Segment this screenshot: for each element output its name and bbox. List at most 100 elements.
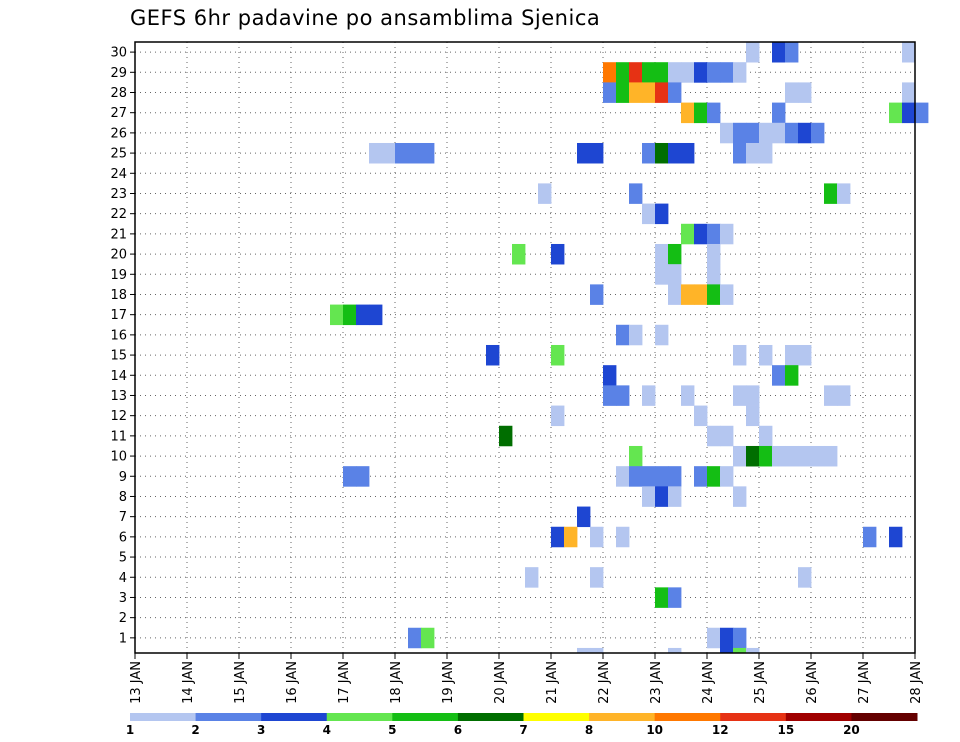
- heatmap-cell: [720, 647, 734, 654]
- x-tick-label: 14 JAN: [181, 661, 196, 704]
- heatmap-cell: [538, 183, 552, 204]
- heatmap-cell: [590, 142, 604, 164]
- legend-swatch: [654, 713, 721, 721]
- y-tick-label: 2: [119, 611, 127, 626]
- heatmap-cell: [746, 122, 760, 144]
- heatmap-cell: [668, 486, 682, 507]
- legend-label: 2: [191, 723, 199, 737]
- heatmap-cell: [577, 647, 591, 654]
- heatmap-cell: [512, 243, 526, 265]
- heatmap-cell: [655, 264, 669, 285]
- heatmap-cell: [733, 344, 747, 366]
- y-tick-label: 6: [119, 530, 127, 545]
- heatmap-cell: [499, 425, 513, 447]
- heatmap-cell: [720, 466, 734, 487]
- legend-swatch: [392, 713, 459, 721]
- plot-frame: [134, 41, 916, 654]
- heatmap-cell: [707, 466, 721, 487]
- heatmap-cell: [655, 324, 669, 346]
- heatmap-cell: [694, 466, 708, 487]
- heatmap-cell: [824, 183, 838, 204]
- heatmap-cell: [590, 526, 604, 548]
- x-tick-label: 22 JAN: [597, 661, 612, 704]
- heatmap-cell: [733, 385, 747, 406]
- heatmap-cell: [629, 82, 643, 103]
- heatmap-cell: [707, 627, 721, 649]
- heatmap-cell: [772, 445, 786, 467]
- heatmap-cell: [772, 42, 786, 63]
- heatmap-cell: [616, 526, 630, 548]
- heatmap-cell: [616, 82, 630, 103]
- y-tick-label: 7: [119, 510, 127, 525]
- heatmap-cell: [525, 567, 539, 588]
- heatmap-cell: [655, 62, 669, 83]
- heatmap-cell: [694, 223, 708, 245]
- heatmap-cell: [707, 102, 721, 124]
- heatmap-cell: [798, 122, 812, 144]
- y-tick-label: 28: [110, 86, 127, 101]
- heatmap-cell: [668, 587, 682, 608]
- heatmap-cell: [798, 445, 812, 467]
- heatmap-cell: [551, 344, 565, 366]
- y-tick-label: 10: [110, 450, 127, 465]
- y-tick-label: 8: [119, 490, 127, 505]
- heatmap-cell: [408, 142, 422, 164]
- x-tick-label: 15 JAN: [233, 661, 248, 704]
- heatmap-cell: [681, 385, 695, 406]
- heatmap-cell: [694, 102, 708, 124]
- heatmap-cell: [785, 365, 799, 386]
- heatmap-cell: [564, 526, 578, 548]
- y-tick-label: 5: [119, 551, 127, 566]
- heatmap-cell: [668, 284, 682, 305]
- heatmap-cell: [655, 466, 669, 487]
- heatmap-cell: [759, 445, 773, 467]
- heatmap-cell: [720, 425, 734, 447]
- heatmap-cell: [616, 466, 630, 487]
- heatmap-cell: [655, 243, 669, 265]
- heatmap-cell: [759, 344, 773, 366]
- heatmap-cell: [642, 486, 656, 507]
- heatmap-cell: [408, 627, 422, 649]
- legend-label: 20: [843, 723, 860, 737]
- heatmap-cell: [395, 142, 409, 164]
- heatmap-cell: [642, 62, 656, 83]
- heatmap-cell: [707, 425, 721, 447]
- heatmap-cell: [785, 42, 799, 63]
- heatmap-cell: [694, 405, 708, 427]
- heatmap-cell: [720, 62, 734, 83]
- y-tick-label: 3: [119, 591, 127, 606]
- heatmap-cell: [603, 62, 617, 83]
- heatmap-cell: [811, 122, 825, 144]
- heatmap-cell: [733, 445, 747, 467]
- heatmap-cell: [746, 142, 760, 164]
- heatmap-cell: [642, 385, 656, 406]
- heatmap-cell: [616, 385, 630, 406]
- heatmap-cell: [629, 324, 643, 346]
- y-tick-label: 29: [110, 66, 127, 81]
- heatmap-cell: [421, 142, 435, 164]
- heatmap-cell: [668, 264, 682, 285]
- legend-label: 1: [126, 723, 134, 737]
- heatmap-cell: [902, 82, 916, 103]
- heatmap-cell: [668, 142, 682, 164]
- heatmap-cell: [889, 526, 903, 548]
- y-tick-label: 24: [110, 167, 127, 182]
- y-tick-label: 16: [110, 328, 127, 343]
- heatmap-cell: [902, 42, 916, 63]
- heatmap-cell: [629, 62, 643, 83]
- heatmap-cell: [551, 526, 565, 548]
- heatmap-cell: [655, 203, 669, 225]
- heatmap-cell: [707, 223, 721, 245]
- y-tick-label: 27: [110, 106, 127, 121]
- x-tick-label: 26 JAN: [805, 661, 820, 704]
- heatmap-cell: [824, 385, 838, 406]
- heatmap-cell: [603, 365, 617, 386]
- heatmap-cell: [746, 385, 760, 406]
- heatmap-cell: [369, 142, 383, 164]
- y-tick-label: 20: [110, 248, 127, 263]
- heatmap-cell: [733, 647, 747, 654]
- legend-label: 8: [585, 723, 593, 737]
- heatmap-cell: [356, 304, 370, 326]
- legend-swatch: [457, 713, 524, 721]
- heatmap-cell: [382, 142, 396, 164]
